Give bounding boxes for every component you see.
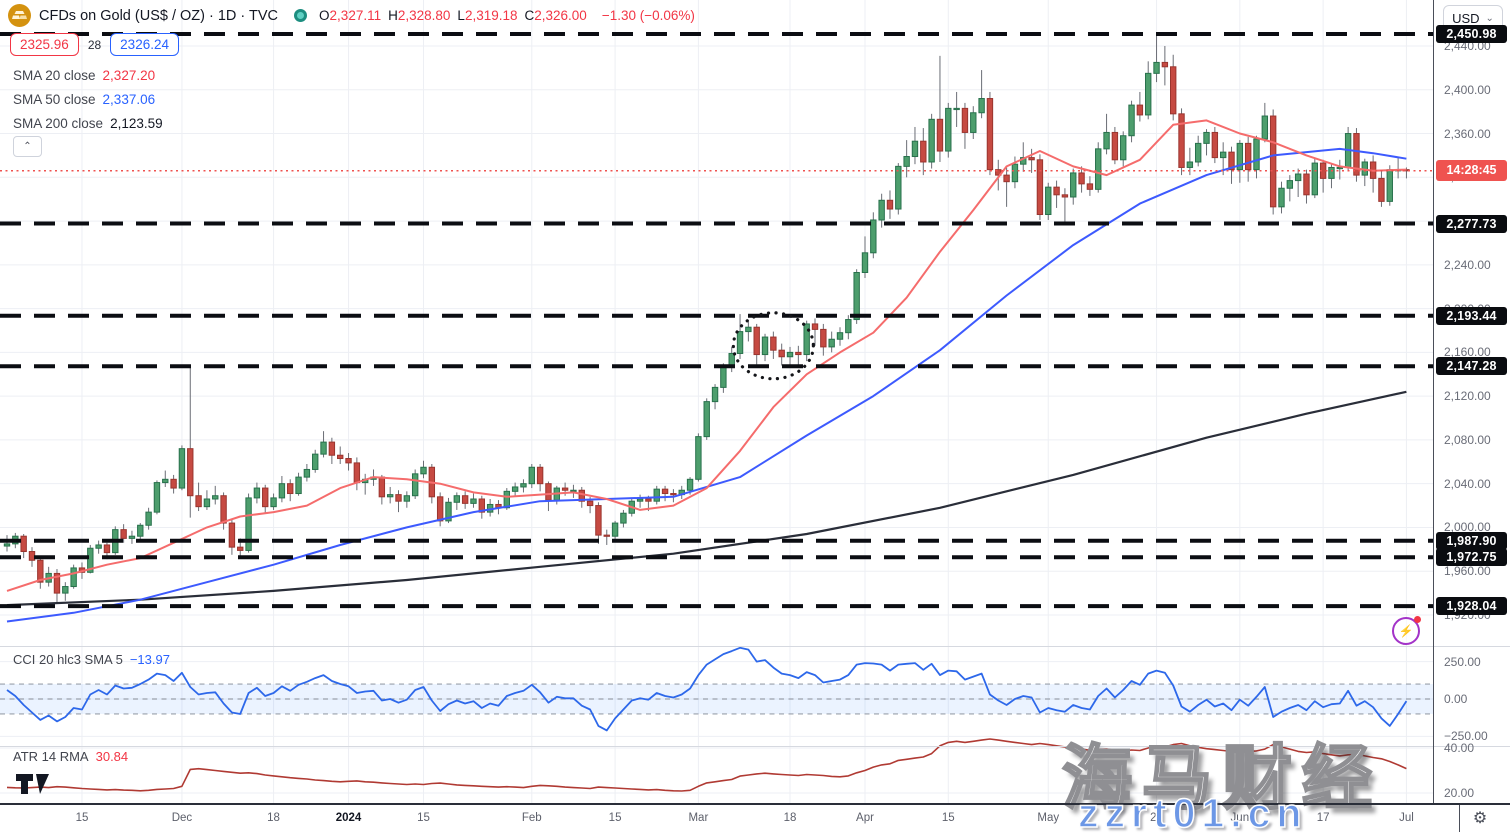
time-tick: 18 [267,812,280,824]
symbol-title[interactable]: CFDs on Gold (US$ / OZ) · 1D · TVC [39,7,279,24]
gear-icon: ⚙ [1472,810,1488,827]
sma-legend-row-1[interactable]: SMA 50 close 2,337.06 [13,87,163,111]
chart-pane[interactable] [0,0,1433,805]
grid [0,0,1433,803]
bar-countdown-badge: 14:28:45 [1436,160,1507,182]
sma-legend-label: SMA 200 close [13,115,104,131]
time-tick: 15 [75,812,89,824]
axis-settings-button[interactable]: ⚙ [1468,807,1492,829]
price-tick: 2,400.00 [1444,82,1491,97]
indicator-legend: SMA 20 close 2,327.20 SMA 50 close 2,337.06… [13,63,163,135]
price-tick: 2,240.00 [1444,257,1491,272]
atr-tick: 20.00 [1444,786,1475,800]
price-tick: 2,000.00 [1444,520,1491,535]
ohlc-value: 2,319.18 [464,8,518,23]
price-tick: 2,040.00 [1444,476,1491,491]
price-level-badge: 1,987.90 [1436,531,1507,550]
price-tick: 2,120.00 [1444,389,1491,404]
ohlc-key: C [524,8,535,23]
cci-tick: −250.00 [1444,729,1488,744]
price-level-badge: 2,277.73 [1436,214,1507,233]
sma-legend-label: SMA 50 close [13,91,96,107]
price-tick: 2,080.00 [1444,432,1491,447]
sma-legend-value: 2,327.20 [102,67,156,83]
ohlc-key: O [319,8,330,23]
time-tick: 15 [417,812,430,824]
price-axis[interactable]: USD ⌄ 1,920.001,960.002,000.002,040.002,… [1434,0,1510,803]
time-tick: Apr [856,812,874,824]
ohlc-value: 2,328.80 [397,8,451,23]
price-tick: 2,160.00 [1444,345,1491,360]
cci-tick: 0.00 [1444,692,1468,706]
sell-button[interactable]: 2325.96 [10,33,79,56]
price-level-badge: 2,193.44 [1436,306,1507,325]
quote-panel: 2325.96 28 2326.24 [10,33,179,56]
cci-tick: 250.00 [1444,654,1481,669]
atr-legend[interactable]: ATR 14 RMA 30.84 [13,749,128,764]
price-level-badge: 2,450.98 [1436,24,1507,43]
time-axis-border [0,803,1510,805]
collapse-legend-button[interactable]: ⌃ [13,136,42,157]
pane-separator-atr [0,746,1510,747]
time-tick: 2024 [335,812,362,824]
chevron-up-icon: ⌃ [23,141,32,152]
time-tick: 20 [1150,812,1163,824]
time-tick: May [1037,812,1060,824]
sma-legend-row-0[interactable]: SMA 20 close 2,327.20 [13,63,163,87]
cci-line [6,646,1408,732]
sma-legend-value: 2,337.06 [102,91,156,107]
time-tick: Feb [521,812,542,824]
time-tick: Jul [1399,812,1414,824]
time-tick: 18 [783,812,797,824]
atr-tick: 40.00 [1444,741,1475,755]
cci-legend-value: −13.97 [129,652,170,667]
sma-legend-value: 2,123.59 [110,115,163,131]
sma200-line [6,390,1407,607]
candles [3,35,1410,603]
price-tick: 1,960.00 [1444,564,1491,579]
time-tick: 15 [941,812,955,824]
tradingview-logo-icon[interactable] [16,770,58,803]
price-level-badge: 1,972.75 [1436,548,1507,567]
ohlc-value: 2,327.11 [329,8,382,23]
atr-legend-label: ATR 14 RMA [13,749,89,764]
pane-separator-cci [0,646,1510,647]
time-tick: 17 [1316,812,1330,824]
spread-value: 28 [87,37,102,52]
chevron-down-icon: ⌄ [1485,12,1494,24]
time-tick: Mar [688,812,709,824]
sma50-line [6,147,1407,623]
sma20-line [6,119,1407,592]
lightning-icon: ⚡ [1398,624,1414,638]
price-change: −1.30 (−0.06%) [601,8,695,23]
buy-button[interactable]: 2326.24 [110,33,179,56]
ohlc-key: H [388,8,398,23]
ohlc-key: L [457,8,465,23]
symbol-header: CFDs on Gold (US$ / OZ) · 1D · TVC O2,32… [8,4,695,27]
sma-legend-label: SMA 20 close [13,67,96,83]
notification-dot [1414,616,1421,623]
atr-line [6,738,1407,792]
cci-legend[interactable]: CCI 20 hlc3 SMA 5 −13.97 [13,652,170,667]
atr-legend-value: 30.84 [95,749,129,764]
time-tick: Jun [1230,812,1250,824]
corner-box-border [1459,805,1460,832]
sma-legend-row-2[interactable]: SMA 200 close 2,123.59 [13,111,163,135]
time-tick: Dec [171,812,193,824]
time-tick: 15 [608,812,622,824]
ohlc-value: 2,326.00 [534,8,587,23]
market-status-icon [294,9,308,22]
price-tick: 2,360.00 [1444,126,1491,141]
price-level-badge: 2,147.28 [1436,357,1507,376]
gold-instrument-icon [8,4,31,27]
time-axis[interactable]: 15 Dec 18 2024 15 Feb 15 Mar 18 Apr 15 May 20 Jun 17 Ju… [0,805,1459,832]
price-axis-border [1433,0,1434,803]
flash-alerts-button[interactable]: ⚡ [1392,616,1421,645]
ohlc-values: O2,327.11 H2,328.80 L2,319.18 C2,326.00 [319,8,594,23]
level-lines [0,31,1433,609]
cci-legend-label: CCI 20 hlc3 SMA 5 [13,652,123,667]
ellipse-annotation[interactable] [731,311,815,381]
price-level-badge: 1,928.04 [1436,597,1507,616]
currency-label: USD [1452,10,1480,26]
